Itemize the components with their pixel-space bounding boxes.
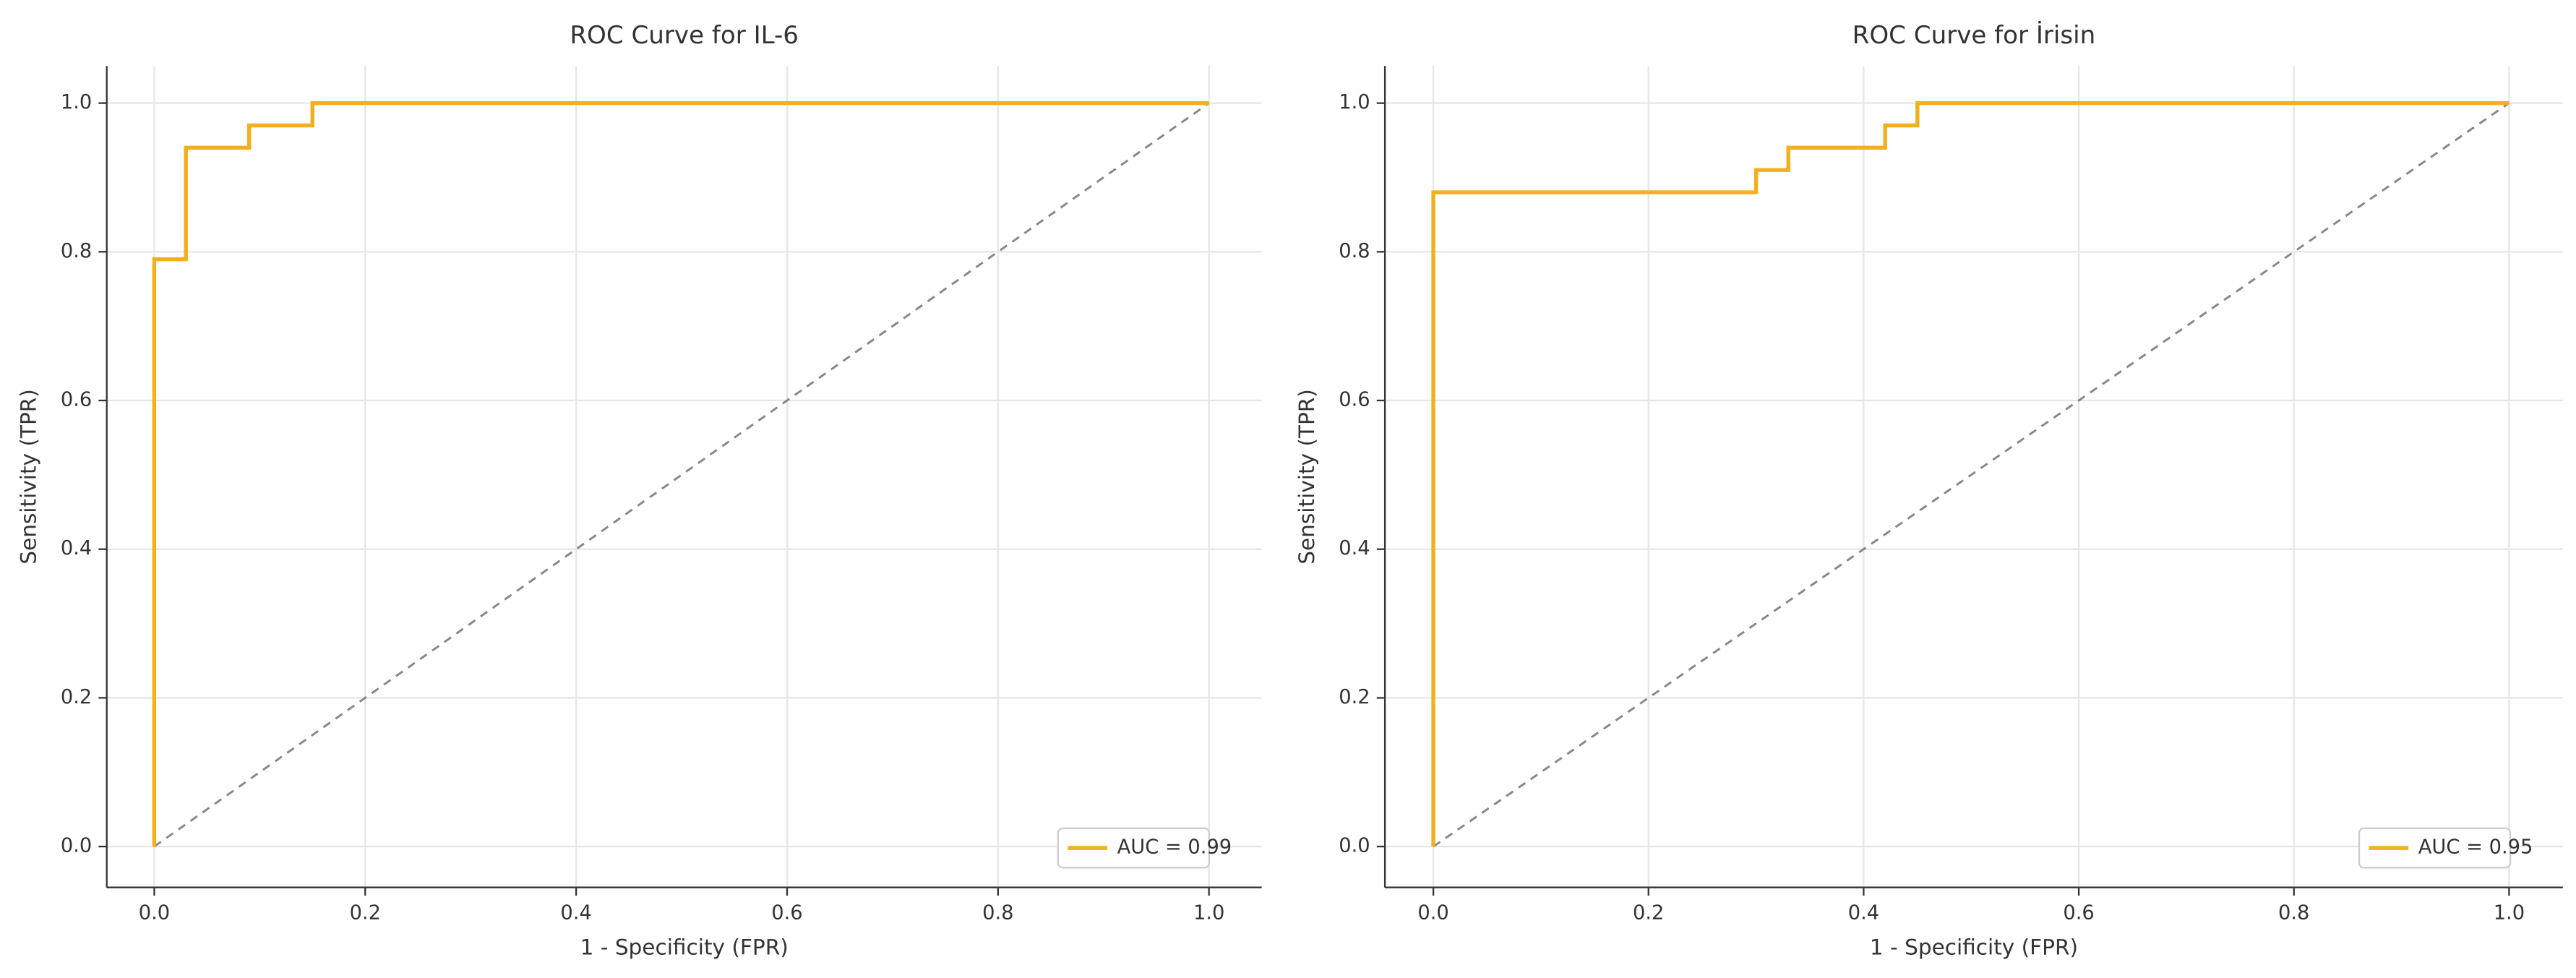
- chance-line: [153, 102, 1210, 848]
- y-tick-label: 0.8: [61, 240, 92, 262]
- plot: 0.0 0.2 0.4 0.6 0.8 1.0 0.0 0.2 0.4 0.6 0.8 1.0 ROC …: [1295, 21, 2563, 959]
- y-axis-label: Sensitivity (TPR): [16, 389, 40, 565]
- y-tick-label: 0.0: [61, 835, 92, 857]
- chance-line: [1433, 102, 2510, 848]
- legend-label: AUC = 0.95: [2418, 836, 2533, 859]
- legend-label: AUC = 0.99: [1117, 836, 1232, 859]
- x-tick-label: 0.8: [2278, 902, 2309, 925]
- x-tick-label: 0.2: [350, 902, 381, 925]
- y-tick-label: 0.6: [61, 389, 92, 411]
- y-tick-label: 0.4: [61, 537, 92, 559]
- y-tick-label: 0.2: [61, 686, 92, 708]
- x-tick-label: 0.6: [2063, 902, 2094, 925]
- y-tick-label: 0.6: [1339, 389, 1370, 411]
- chart-title: ROC Curve for IL-6: [570, 21, 799, 50]
- legend: AUC = 0.95: [2358, 827, 2533, 869]
- chart-title: ROC Curve for İrisin: [1852, 21, 2096, 50]
- y-axis-label: Sensitivity (TPR): [1295, 389, 1319, 565]
- x-tick-label: 0.4: [1848, 902, 1879, 925]
- x-tick-label: 0.8: [982, 902, 1013, 925]
- x-tick-label: 0.2: [1633, 902, 1664, 925]
- y-tick-label: 0.0: [1339, 835, 1370, 857]
- x-tick-label: 0.0: [1417, 902, 1448, 925]
- y-tick-label: 0.8: [1339, 240, 1370, 262]
- y-tick-label: 0.2: [1339, 686, 1370, 708]
- legend-box: [2358, 827, 2512, 869]
- x-tick-label: 1.0: [2494, 902, 2525, 925]
- y-tick-label: 1.0: [1339, 91, 1370, 113]
- y-tick-label: 1.0: [61, 91, 92, 113]
- x-tick-label: 1.0: [1193, 902, 1224, 925]
- legend: AUC = 0.99: [1057, 827, 1232, 869]
- x-axis-label: 1 - Specificity (FPR): [1870, 935, 2078, 959]
- y-tick-label: 0.4: [1339, 537, 1370, 559]
- roc-line: [152, 100, 1209, 847]
- x-axis-label: 1 - Specificity (FPR): [580, 935, 789, 959]
- x-tick-label: 0.6: [771, 902, 802, 925]
- legend-box: [1057, 827, 1211, 869]
- roc-line: [1431, 100, 2510, 847]
- x-tick-label: 0.0: [139, 902, 170, 925]
- plot: 0.0 0.2 0.4 0.6 0.8 1.0 0.0 0.2 0.4 0.6 0.8 1.0 ROC …: [16, 21, 1262, 959]
- x-tick-label: 0.4: [560, 902, 591, 925]
